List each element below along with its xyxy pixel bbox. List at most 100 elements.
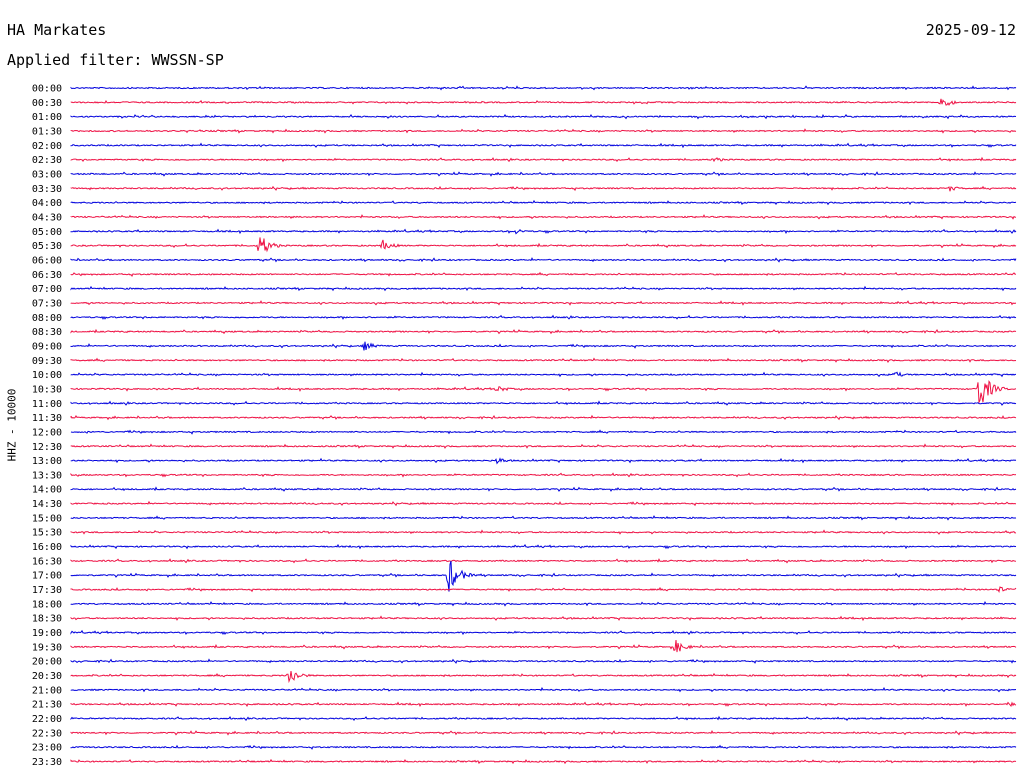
trace-line (70, 98, 1017, 106)
trace-line (70, 300, 1017, 306)
time-tick-label: 14:30 (32, 499, 62, 510)
time-tick-label: 04:30 (32, 212, 62, 223)
time-tick-label: 01:30 (32, 126, 62, 137)
time-tick-label: 18:30 (32, 614, 62, 625)
time-tick-label: 01:00 (32, 112, 62, 123)
trace-line (70, 560, 1017, 592)
trace-line (70, 443, 1017, 449)
time-tick-label: 11:00 (32, 399, 62, 410)
time-tick-label: 03:30 (32, 184, 62, 195)
time-tick-label: 15:00 (32, 513, 62, 524)
time-tick-label: 16:00 (32, 542, 62, 553)
trace-line (70, 85, 1017, 91)
trace-line (70, 228, 1017, 235)
trace-line (70, 715, 1017, 722)
time-tick-label: 00:30 (32, 98, 62, 109)
trace-line (70, 600, 1017, 607)
trace-line (70, 285, 1017, 292)
trace-line (70, 214, 1017, 220)
time-tick-label: 20:30 (32, 671, 62, 682)
time-tick-label: 04:00 (32, 198, 62, 209)
trace-line (70, 128, 1017, 134)
trace-line (70, 271, 1017, 277)
trace-line (70, 671, 1017, 684)
trace-line (70, 586, 1017, 594)
trace-line (70, 639, 1017, 653)
time-tick-label: 07:30 (32, 298, 62, 309)
time-tick-label: 05:30 (32, 241, 62, 252)
time-tick-label: 08:30 (32, 327, 62, 338)
time-tick-label: 23:00 (32, 743, 62, 754)
trace-line (70, 185, 1017, 192)
trace-line (70, 142, 1017, 149)
time-tick-label: 09:00 (32, 341, 62, 352)
time-tick-label: 22:30 (32, 728, 62, 739)
trace-line (70, 472, 1017, 478)
trace-line (70, 558, 1017, 564)
time-tick-label: 17:30 (32, 585, 62, 596)
time-tick-label: 20:00 (32, 657, 62, 668)
time-tick-label: 22:00 (32, 714, 62, 725)
time-tick-label: 03:00 (32, 169, 62, 180)
trace-line (70, 371, 1016, 378)
trace-line (70, 543, 1017, 550)
time-tick-label: 06:30 (32, 270, 62, 281)
station-title: HA Markates (7, 21, 107, 39)
trace-line (70, 758, 1017, 765)
trace-line (70, 486, 1017, 492)
trace-line (70, 357, 1017, 363)
trace-line (70, 529, 1017, 535)
time-tick-label: 09:30 (32, 356, 62, 367)
time-tick-label: 21:00 (32, 685, 62, 696)
time-tick-label: 13:30 (32, 470, 62, 481)
time-tick-label: 02:00 (32, 141, 62, 152)
trace-line (70, 658, 1017, 664)
time-tick-label: 10:00 (32, 370, 62, 381)
time-tick-label: 07:00 (32, 284, 62, 295)
trace-line (70, 629, 1017, 636)
time-tick-label: 12:30 (32, 442, 62, 453)
time-tick-labels: 00:00 00:30 01:00 01:30 02:00 02:30 03:00 03:30… (32, 84, 62, 769)
time-tick-label: 08:00 (32, 313, 62, 324)
trace-line (70, 729, 1017, 736)
time-tick-label: 00:00 (32, 84, 62, 95)
trace-line (70, 515, 1017, 521)
trace-line (70, 171, 1017, 177)
trace-line (70, 500, 1017, 507)
trace-line (70, 414, 1017, 421)
time-tick-label: 19:00 (32, 628, 62, 639)
trace-line (70, 237, 1017, 253)
time-tick-label: 19:30 (32, 642, 62, 653)
trace-line (70, 113, 1017, 120)
time-tick-label: 10:30 (32, 384, 62, 395)
trace-line (70, 328, 1017, 335)
trace-line (70, 257, 1017, 263)
time-tick-label: 06:00 (32, 255, 62, 266)
time-tick-label: 12:00 (32, 427, 62, 438)
trace-line (70, 615, 1017, 622)
trace-line (70, 686, 1017, 693)
trace-line (70, 341, 1017, 351)
trace-line (70, 156, 1017, 163)
time-tick-label: 11:30 (32, 413, 62, 424)
time-tick-label: 17:00 (32, 571, 62, 582)
trace-line (70, 457, 1017, 465)
trace-line (70, 744, 1017, 750)
filter-label: Applied filter: WWSSN-SP (7, 51, 224, 69)
trace-line (70, 701, 1017, 708)
time-tick-label: 23:30 (32, 757, 62, 768)
time-tick-label: 13:00 (32, 456, 62, 467)
date-label: 2025-09-12 (925, 21, 1016, 39)
trace-line (70, 400, 1017, 406)
time-tick-label: 05:00 (32, 227, 62, 238)
time-tick-label: 16:30 (32, 556, 62, 567)
trace-line (70, 314, 1017, 320)
time-tick-label: 21:30 (32, 700, 62, 711)
time-tick-label: 02:30 (32, 155, 62, 166)
time-tick-label: 15:30 (32, 528, 62, 539)
trace-line (70, 379, 1017, 405)
time-tick-label: 14:00 (32, 485, 62, 496)
trace-line (70, 429, 1017, 435)
trace-group (70, 85, 1017, 765)
